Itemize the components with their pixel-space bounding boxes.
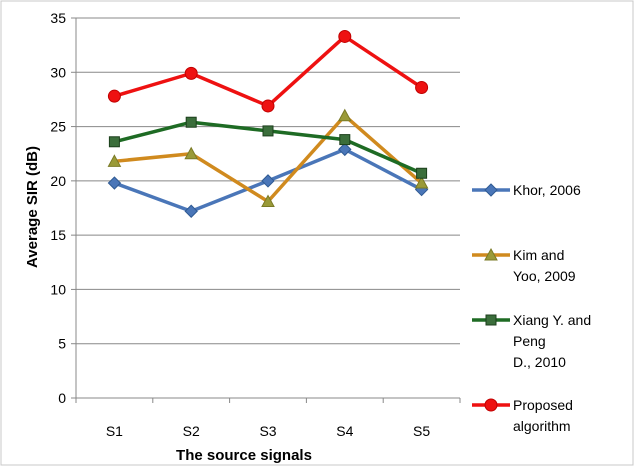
data-point <box>261 194 275 207</box>
data-point <box>416 167 428 179</box>
legend-label: Peng <box>513 333 546 349</box>
y-tick-label: 25 <box>50 119 66 135</box>
legend-item: Proposed algorithm <box>472 397 573 434</box>
series-0 <box>107 142 429 218</box>
y-tick-label: 20 <box>50 173 66 189</box>
x-tick-label: S1 <box>106 423 123 439</box>
legend-marker <box>485 314 497 326</box>
data-point <box>107 176 122 190</box>
axes: 0 5 10 15 20 25 30 35 S1 S2 S3 S4 S5 <box>50 10 461 439</box>
series-3 <box>107 29 429 113</box>
data-point <box>184 146 199 160</box>
data-point <box>108 136 120 148</box>
series-1 <box>107 108 429 207</box>
legend-item: Xiang Y. and Peng D., 2010 <box>472 312 591 370</box>
x-tick-label: S2 <box>183 423 200 439</box>
legend-label: Proposed <box>513 397 573 413</box>
series-2 <box>108 116 428 179</box>
x-tick-label: S4 <box>336 423 353 439</box>
legend-label: Xiang Y. and <box>513 312 591 328</box>
y-tick-label: 0 <box>58 390 66 406</box>
legend-marker <box>484 398 498 412</box>
legend-item: Khor, 2006 <box>472 182 581 198</box>
data-point <box>261 99 275 113</box>
data-point <box>414 175 429 189</box>
legend-marker <box>484 183 498 197</box>
y-axis-title: Average SIR (dB) <box>24 146 41 268</box>
data-point <box>261 174 275 188</box>
data-point <box>262 125 274 137</box>
data-point <box>107 89 121 103</box>
legend-marker <box>484 247 498 261</box>
x-tick-label: S3 <box>259 423 276 439</box>
y-tick-label: 30 <box>50 64 66 80</box>
y-tick-label: 10 <box>50 281 66 297</box>
legend: Khor, 2006 Kim and Yoo, 2009 Xiang Y. and Pe… <box>472 182 591 434</box>
data-point <box>337 108 352 122</box>
legend-label: Yoo, 2009 <box>513 268 576 284</box>
x-axis-title: The source signals <box>176 447 312 464</box>
y-tick-label: 5 <box>58 336 66 352</box>
data-point <box>338 29 352 43</box>
y-tick-label: 15 <box>50 227 66 243</box>
data-point <box>339 134 351 146</box>
data-point <box>338 142 352 157</box>
data-point <box>184 204 198 218</box>
data-point <box>184 66 198 80</box>
x-tick-label: S5 <box>413 423 430 439</box>
data-point <box>185 116 197 128</box>
data-point <box>107 154 122 167</box>
legend-label: algorithm <box>513 418 571 434</box>
legend-label: Khor, 2006 <box>513 182 581 198</box>
legend-label: D., 2010 <box>513 354 566 370</box>
y-tick-label: 35 <box>50 10 66 26</box>
data-point <box>415 80 429 94</box>
legend-item: Kim and Yoo, 2009 <box>472 247 576 284</box>
series-lines <box>107 29 429 218</box>
legend-label: Kim and <box>513 247 564 263</box>
